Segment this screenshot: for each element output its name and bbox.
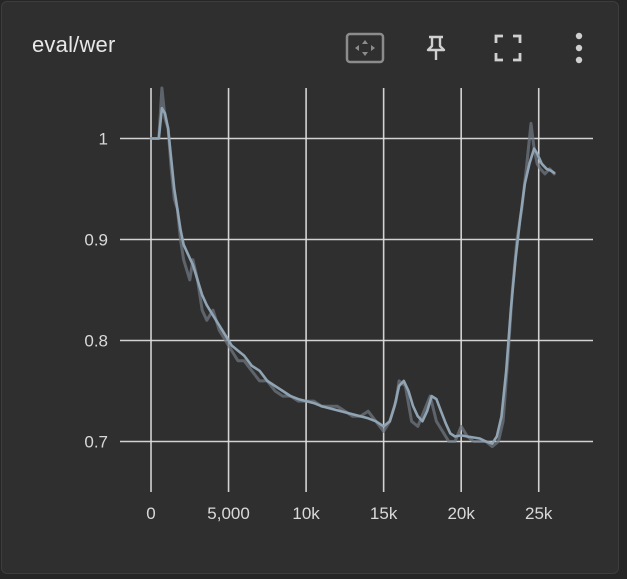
x-tick-label: 25k xyxy=(525,504,553,523)
series-line-smoothed xyxy=(151,108,554,443)
y-axis-ticks: 0.7 0.8 0.9 1 xyxy=(84,130,108,452)
y-tick-label: 0.8 xyxy=(84,332,108,351)
grid-lines xyxy=(120,88,593,492)
x-tick-label: 5,000 xyxy=(207,504,250,523)
y-tick-label: 0.9 xyxy=(84,231,108,250)
y-tick-label: 0.7 xyxy=(84,433,108,452)
x-axis-ticks: 0 5,000 10k 15k 20k 25k xyxy=(146,504,553,523)
series-line-raw xyxy=(151,88,554,447)
x-tick-label: 15k xyxy=(370,504,398,523)
x-tick-label: 0 xyxy=(146,504,155,523)
x-tick-label: 20k xyxy=(447,504,475,523)
y-tick-label: 1 xyxy=(99,130,108,149)
series-layer xyxy=(151,88,554,447)
x-tick-label: 10k xyxy=(292,504,320,523)
